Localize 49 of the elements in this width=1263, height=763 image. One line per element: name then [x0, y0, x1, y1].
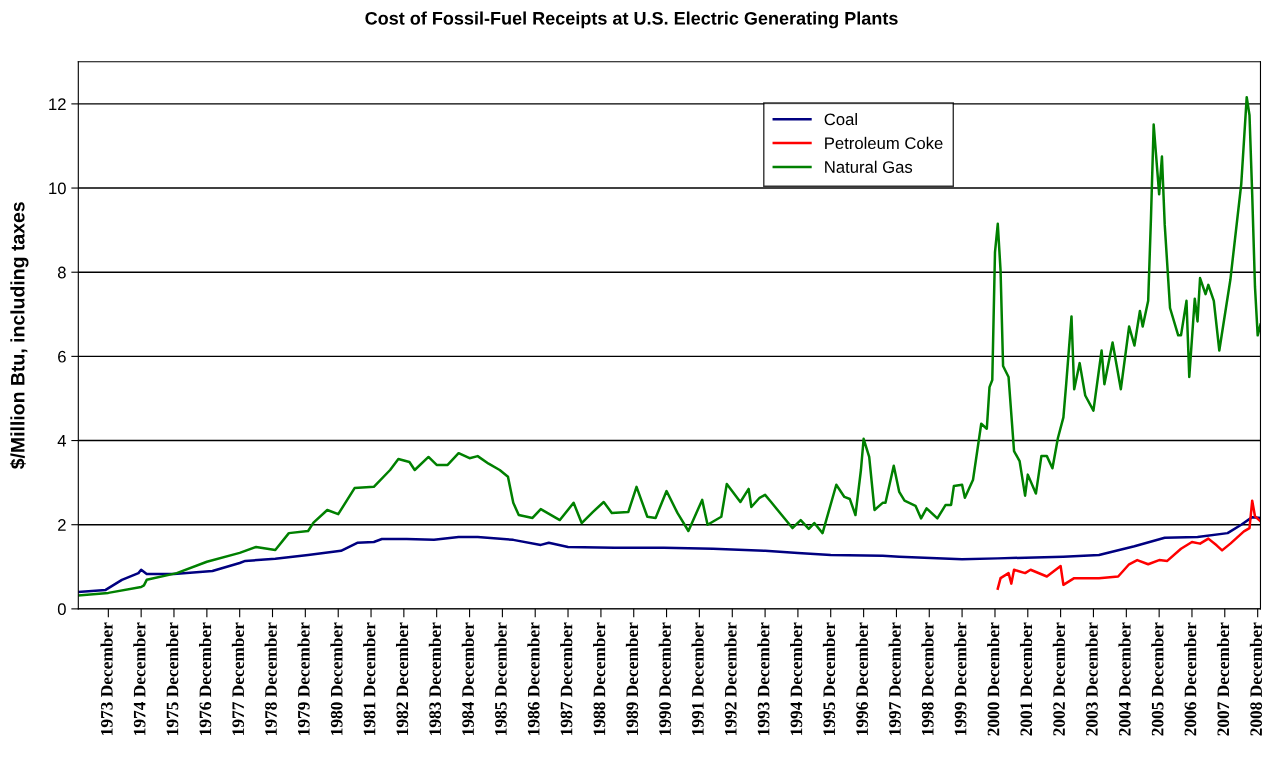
x-tick-label: 1998 December: [921, 622, 934, 735]
x-tick-label: 1996 December: [855, 622, 868, 735]
x-tick-label: 1975 December: [166, 622, 179, 735]
y-tick-label: 2: [58, 519, 66, 531]
x-tick-label: 1994 December: [790, 622, 803, 735]
x-tick-label: 2005 December: [1151, 622, 1164, 736]
chart-title: Cost of Fossil-Fuel Receipts at U.S. Electric Generating Plants: [365, 11, 898, 29]
y-tick-label: 12: [49, 98, 66, 110]
x-tick-label: 1983 December: [428, 622, 442, 735]
x-tick-label: 1977 December: [231, 622, 245, 735]
x-tick-label: 1985 December: [494, 622, 507, 735]
legend-label: Coal: [824, 112, 857, 126]
line-series: [996, 499, 1261, 590]
x-tick-label: 2002 December: [1052, 622, 1065, 736]
x-tick-label: 1979 December: [297, 622, 310, 735]
x-tick-label: 1981 December: [363, 622, 376, 735]
x-tick-label: 1999 December: [954, 622, 967, 735]
x-tick-label: 1982 December: [395, 622, 409, 735]
x-tick-label: 1986 December: [527, 622, 540, 735]
y-tick-label: 8: [57, 266, 66, 279]
x-tick-label: 1990 December: [658, 622, 671, 735]
x-tick-label: 1987 December: [560, 622, 573, 735]
x-tick-label: 2008 December: [1249, 622, 1263, 736]
x-tick-label: 1984 December: [461, 622, 474, 735]
x-tick-label: 1973 December: [100, 622, 113, 735]
x-tick-label: 1974 December: [133, 622, 146, 735]
x-tick-label: 1995 December: [822, 622, 836, 735]
y-tick-label: 10: [49, 182, 66, 195]
y-tick-label: 6: [58, 350, 66, 363]
legend-label: Petroleum Coke: [825, 136, 943, 150]
x-tick-label: 2003 December: [1085, 622, 1098, 736]
y-axis-title: $/Million Btu, including taxes: [9, 202, 29, 470]
x-tick-label: 1976 December: [199, 622, 212, 735]
y-tick-label: 4: [57, 435, 67, 447]
x-tick-label: 1991 December: [691, 622, 704, 735]
x-tick-label: 1992 December: [724, 622, 737, 735]
y-tick-label: 0: [57, 603, 66, 616]
x-tick-label: 2000 December: [987, 622, 1000, 736]
x-tick-label: 2007 December: [1216, 622, 1230, 736]
x-tick-label: 1997 December: [888, 622, 901, 735]
x-tick-label: 2004 December: [1118, 622, 1131, 736]
x-tick-label: 2001 December: [1019, 622, 1033, 736]
x-tick-label: 1980 December: [330, 622, 343, 735]
x-tick-label: 1989 December: [625, 622, 639, 735]
x-tick-label: 1993 December: [757, 622, 770, 735]
x-tick-label: 1978 December: [264, 622, 277, 735]
x-tick-label: 2006 December: [1184, 622, 1197, 736]
legend-label: Natural Gas: [825, 160, 913, 173]
x-tick-label: 1988 December: [593, 622, 606, 735]
